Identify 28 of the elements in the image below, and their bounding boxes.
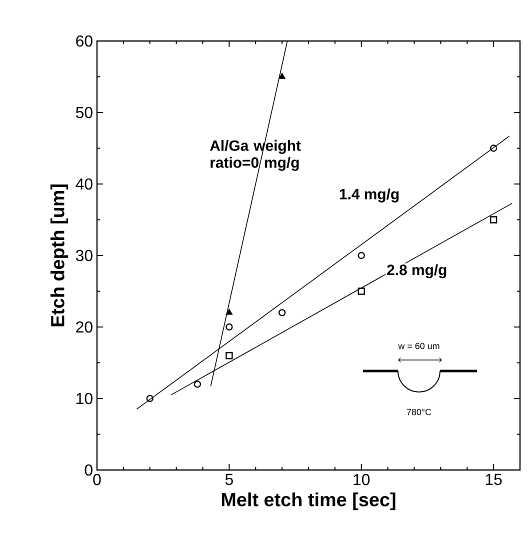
point [358, 252, 365, 260]
series-label: 1.4 mg/g [340, 188, 399, 202]
point [194, 380, 202, 388]
point [278, 73, 286, 79]
y-axis-title: Etch depth [um] [50, 184, 68, 326]
point [226, 352, 233, 360]
point [358, 288, 365, 295]
y-tick-label: 40 [76, 178, 92, 190]
y-tick-label: 10 [76, 392, 92, 404]
x-tick-label: 10 [354, 474, 370, 486]
point [490, 144, 498, 152]
y-tick-label: 30 [76, 250, 92, 262]
point [226, 309, 232, 315]
x-tick-label: 15 [486, 474, 502, 486]
annotation: w = 60 um [398, 342, 440, 350]
y-tick-label: 60 [76, 35, 92, 47]
series-label: 2.8 mg/g [387, 264, 446, 278]
point [278, 309, 286, 316]
point [146, 394, 154, 402]
x-axis-title: Melt etch time [sec] [222, 492, 396, 510]
point [226, 323, 233, 331]
y-tick-label: 0 [84, 464, 92, 476]
annotation: 780°C [406, 408, 432, 416]
x-tick-label: 5 [225, 474, 233, 486]
y-tick-label: 20 [76, 321, 92, 333]
y-tick-label: 50 [76, 106, 92, 118]
x-tick-label: 0 [93, 474, 101, 486]
point [490, 216, 498, 224]
